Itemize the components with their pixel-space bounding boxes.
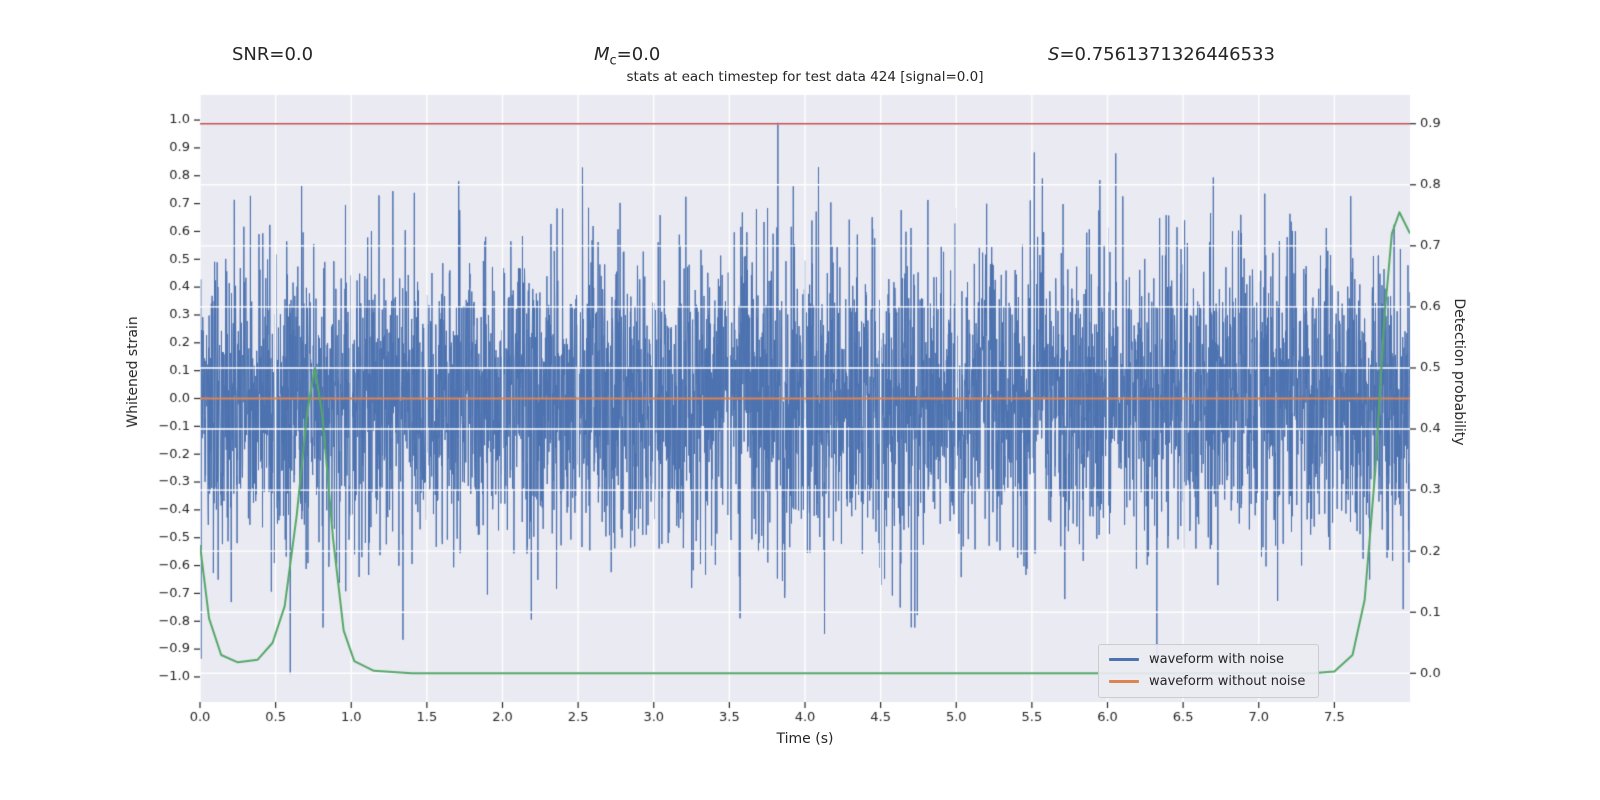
stat-label: S=0.7561371326446533 <box>1048 44 1275 65</box>
s-variable: S <box>1048 44 1060 65</box>
y-axis-label-left: Whitened strain <box>125 316 141 428</box>
legend-item-waveform-with-noise: waveform with noise <box>1109 652 1305 667</box>
snr-label: SNR=0.0 <box>232 44 313 65</box>
legend: waveform with noise waveform without noi… <box>1098 644 1320 698</box>
snr-text: SNR=0.0 <box>232 44 314 65</box>
y-axis-label-right: Detection probability <box>1451 298 1467 446</box>
mc-variable: M <box>594 44 610 65</box>
mc-subscript: c <box>609 53 617 69</box>
legend-line-orange <box>1109 680 1139 683</box>
legend-line-blue <box>1109 658 1139 661</box>
s-value: =0.7561371326446533 <box>1059 44 1275 65</box>
legend-item-waveform-without-noise: waveform without noise <box>1109 674 1305 689</box>
mc-value: =0.0 <box>616 44 661 65</box>
chirp-mass-label: Mc=0.0 <box>594 44 660 69</box>
plot-title: stats at each timestep for test data 424… <box>626 69 984 85</box>
x-axis-label: Time (s) <box>776 731 834 747</box>
legend-label: waveform with noise <box>1149 652 1285 667</box>
legend-label: waveform without noise <box>1149 674 1306 689</box>
